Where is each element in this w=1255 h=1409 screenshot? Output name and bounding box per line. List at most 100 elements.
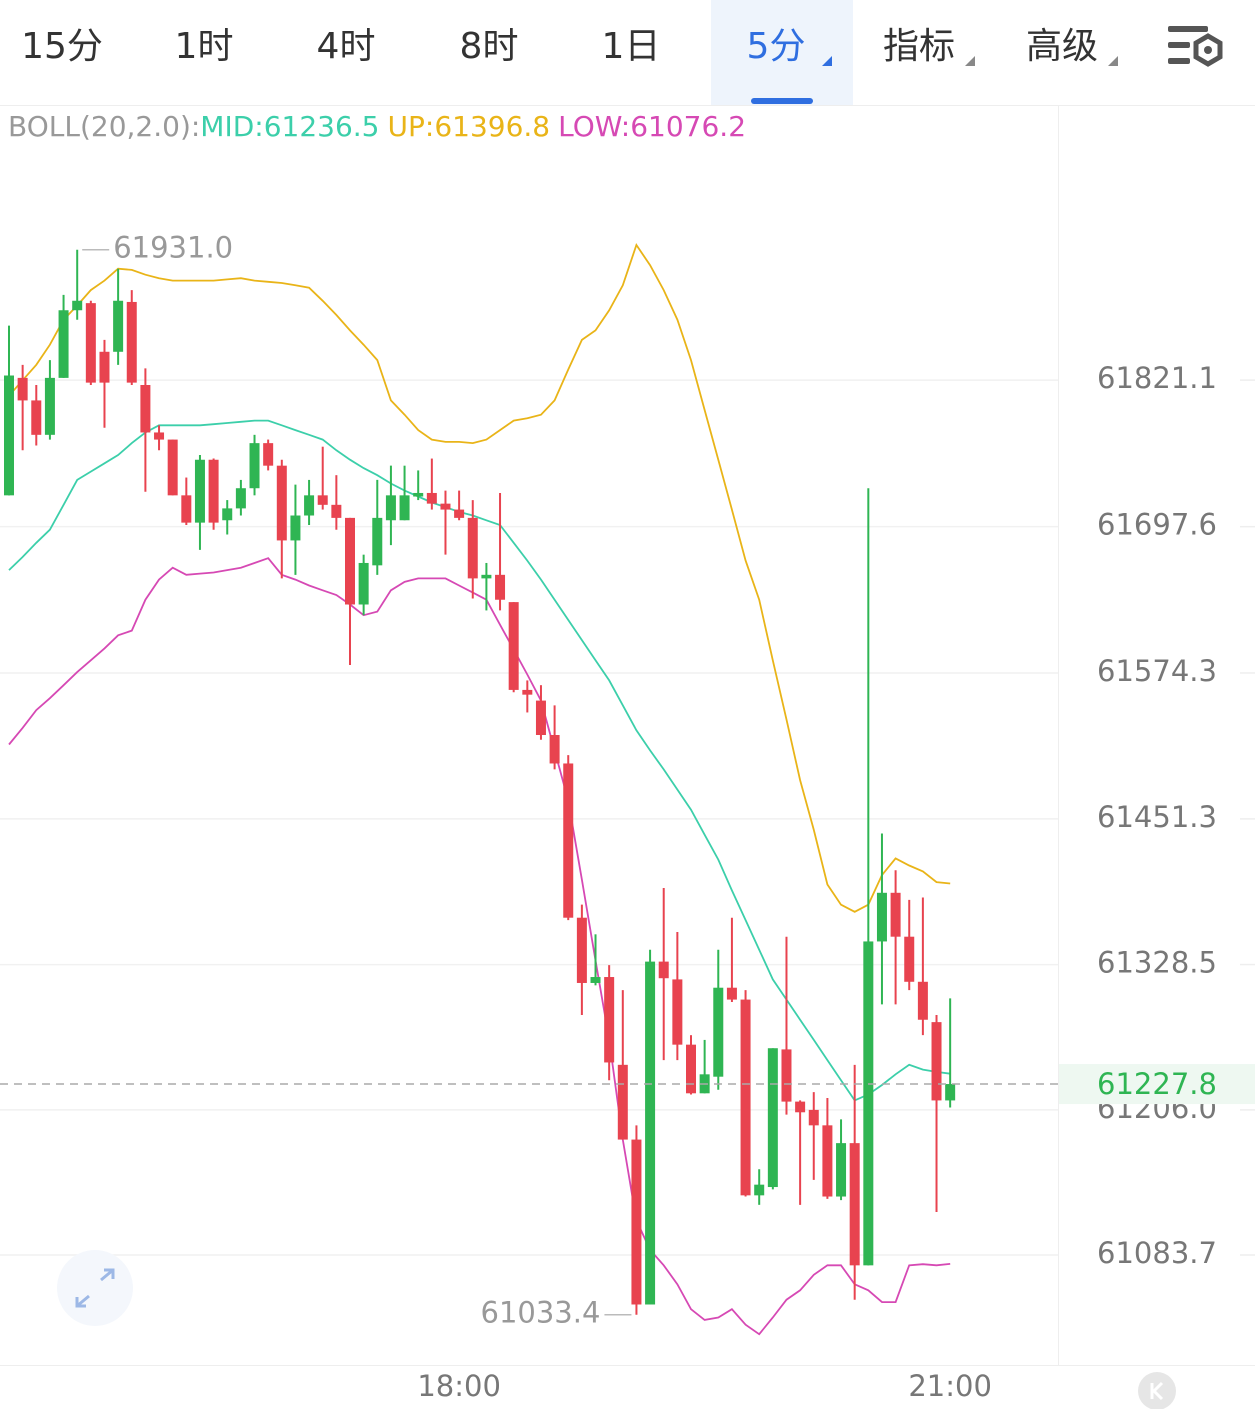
candle-body (508, 602, 519, 690)
tab-dropdown (965, 56, 975, 66)
candle-body (399, 495, 410, 521)
icon-bar (1168, 58, 1190, 64)
candle-body (890, 892, 901, 937)
candle-body (495, 574, 506, 600)
tab-dropdown (822, 56, 832, 66)
candle-body (590, 977, 601, 983)
last-price-label: 61227.8 (1097, 1067, 1217, 1101)
candle-body (849, 1143, 860, 1266)
candle-body (645, 961, 656, 1305)
tab[interactable]: 1时 (175, 26, 234, 67)
annotation-label: 61931.0 (113, 231, 233, 265)
indicator-mid: MID:61236.5 (200, 110, 379, 143)
x-tick-label: 21:00 (908, 1369, 992, 1403)
tab[interactable]: 指标 (883, 26, 955, 67)
candle-body (345, 517, 355, 605)
y-tick-label: 61821.1 (1097, 361, 1217, 395)
tab[interactable]: 高级 (1026, 26, 1098, 67)
candle-body (617, 1064, 628, 1140)
candle-body (17, 377, 28, 401)
icon-bar (1168, 42, 1190, 48)
expand-button[interactable] (57, 1250, 133, 1326)
candle-body (235, 488, 246, 509)
tab[interactable]: 15分 (21, 26, 103, 67)
candle-body (263, 443, 274, 466)
candle-body (481, 574, 492, 579)
candle-body (795, 1101, 806, 1113)
candle-body (686, 1044, 696, 1094)
candle-body (317, 495, 328, 505)
indicator-up: UP:61396.8 (388, 110, 551, 143)
candle-body (563, 763, 574, 918)
candle-body (658, 961, 669, 979)
y-tick-label: 61451.3 (1097, 800, 1217, 834)
tab[interactable]: 4时 (317, 26, 376, 67)
candle-body (945, 1084, 956, 1101)
indicator-name: BOLL(20,2.0): (8, 110, 200, 143)
candle-body (726, 987, 737, 1000)
candle-body (181, 495, 192, 523)
candle-body (576, 917, 587, 983)
y-tick-label: 61328.5 (1097, 946, 1217, 980)
candle-body (113, 300, 124, 352)
tab[interactable]: 8时 (460, 26, 519, 67)
y-tick-label: 61083.7 (1097, 1236, 1217, 1270)
candle-body (167, 439, 178, 496)
tab[interactable]: 5分 (747, 26, 806, 67)
candle-body (4, 375, 14, 496)
tab-dropdown (1108, 56, 1118, 66)
candle-body (140, 385, 151, 433)
scroll-icon (1150, 1381, 1164, 1401)
boll-line (8, 557, 951, 1336)
candle-body (522, 689, 533, 695)
annotation-label: 61033.4 (481, 1296, 601, 1330)
candle-body (454, 509, 465, 518)
candle-body (931, 1022, 942, 1101)
candle-body (467, 517, 478, 579)
candle-body (276, 465, 287, 541)
candle-body (535, 700, 546, 735)
candle-body (604, 977, 615, 1063)
candle-body (631, 1139, 642, 1305)
indicator-legend: BOLL(20,2.0):MID:61236.5 UP:61396.8 LOW:61… (8, 110, 746, 143)
tab[interactable]: 1日 (602, 26, 661, 67)
candle-body (549, 735, 560, 764)
candle-body (876, 892, 887, 942)
candle-body (740, 999, 751, 1196)
y-tick-label: 61574.3 (1097, 654, 1217, 688)
icon-bar (1168, 26, 1208, 32)
candle-body (222, 508, 233, 521)
candle-body (154, 432, 165, 440)
candle-body (863, 941, 874, 1266)
expand-arrows (75, 1268, 115, 1308)
candle-body (44, 377, 55, 435)
candle-body (126, 301, 137, 383)
candle-body (31, 400, 42, 435)
scroll-button[interactable] (1138, 1372, 1176, 1409)
candle-body (385, 495, 396, 521)
candle-body (304, 495, 315, 516)
candle-body (249, 443, 260, 489)
plot: 61083.761206.061328.561451.361574.361697… (0, 231, 1255, 1403)
last-price-box (1059, 1064, 1255, 1105)
candle-body (822, 1125, 833, 1197)
candle-body (99, 351, 110, 383)
candle-body (413, 492, 424, 497)
candle-body (426, 492, 437, 504)
candle-body (358, 562, 369, 605)
candle-body (767, 1048, 778, 1188)
candle-body (331, 504, 342, 518)
candle-body (208, 459, 219, 523)
candle-body (781, 1049, 792, 1102)
y-tick-label: 61697.6 (1097, 508, 1217, 542)
candle-body (58, 310, 69, 378)
boll-line (8, 242, 951, 913)
icon-gear (1193, 33, 1223, 67)
candle-body (672, 979, 683, 1045)
settings-icon[interactable] (1168, 26, 1223, 67)
candle-body (904, 936, 915, 982)
icon-dot (1204, 46, 1212, 54)
scroll-circle (1138, 1372, 1176, 1409)
